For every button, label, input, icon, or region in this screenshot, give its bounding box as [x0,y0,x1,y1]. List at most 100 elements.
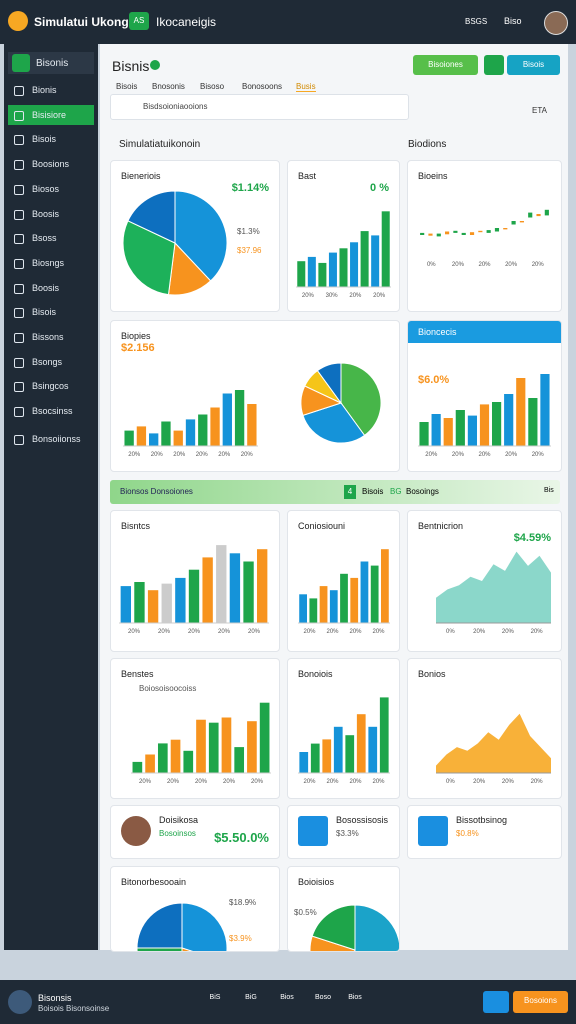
bar [216,545,227,623]
footer-icon[interactable]: Boso [315,994,331,1001]
x-tick-label: 20% [303,779,316,785]
bar [379,697,389,773]
nav-icon [14,184,24,195]
x-tick-label: 20% [167,779,180,785]
footer-icon[interactable]: BiS [209,994,221,1001]
candle [486,230,491,233]
candle [478,230,483,233]
widget-title: Bosossisosis [336,815,389,825]
bar [318,262,327,287]
x-tick-label: 0% [446,629,455,635]
nav-icon [14,110,24,121]
nav-item[interactable]: Boosis [8,204,94,224]
bar [310,743,320,773]
nav-item[interactable]: Bisisiore [8,104,94,125]
nav-item[interactable]: Bsoss [8,228,94,248]
candle [536,214,541,217]
x-tick-label: 20% [326,779,339,785]
candle [445,231,450,235]
tab[interactable]: Bisoso [200,82,225,91]
bar [157,743,168,773]
link[interactable]: BSGS [465,17,488,26]
button[interactable]: Bisoiones [413,55,478,75]
x-tick-label: 20% [349,293,362,299]
action[interactable]: Biso [504,16,522,26]
pie-slice [309,935,356,951]
banner-status: Bisois [362,487,384,496]
nav-item[interactable]: Bionis [8,80,94,100]
nav-item[interactable]: Bisois [8,302,94,322]
nav-item[interactable]: Bonsoiionss [8,429,94,449]
tab[interactable]: Bisois [116,82,138,91]
footer-icon[interactable]: Bios [348,994,362,1001]
bar [210,407,220,446]
bar [528,398,538,446]
nav-item[interactable]: Bsocsinss [8,401,94,421]
section-name: Ikocaneigis [156,15,217,29]
pie-slice [181,902,228,951]
area [436,713,551,773]
avatar[interactable] [544,11,568,35]
bar [431,414,441,446]
x-tick-label: 20% [505,452,518,458]
widget-card: Bitonorbesooain $18.9% $3.9% [110,866,280,952]
widget-title: Doisikosa [159,815,198,825]
candle [428,233,433,236]
widget-title: Bentnicrion [418,521,463,531]
area [436,551,551,623]
widget-chart: Bonios 0% 20% 20% 20% [418,669,551,785]
nav-icon [14,86,24,96]
bar [479,404,490,446]
nav-item[interactable]: Bissons [8,327,94,347]
banner-text: Bionsos Donsoiones [120,487,193,496]
x-tick-label: 20% [248,629,261,635]
footer-icon[interactable]: Bios [280,994,294,1001]
button[interactable]: Bisois [507,55,560,75]
widget-chart: Benstes Boiosoisoocoiss 20% 20% 20% 20% 20% [121,669,271,785]
widget-chart: Bitonorbesooain $18.9% $3.9% [121,877,256,951]
bar [370,565,379,623]
widget-note: $0.5% [294,908,317,917]
nav-item[interactable]: Bisois [8,129,94,149]
x-tick-label: 20% [373,293,386,299]
x-tick-label: 20% [452,452,465,458]
x-tick-label: 20% [128,629,141,635]
widget-title: Bieneriois [121,171,161,181]
bar [208,722,219,773]
nav-item[interactable]: Bsingcos [8,376,94,396]
widget-value: $4.59% [514,532,552,544]
pie-slice [316,362,342,405]
nav-item[interactable]: Boosis [8,278,94,298]
bar [504,394,514,446]
nav-icon [14,308,24,319]
x-tick-label: 20% [128,452,141,458]
icon-button[interactable] [484,55,504,75]
icon-button[interactable] [483,991,509,1013]
widget-title: Bisntcs [121,521,151,531]
tab[interactable]: Bnosonis [152,82,185,91]
widget-chart: Bonoiois 20% 20% 20% 20% [298,669,390,785]
widget-chart: Bissotbsinog $0.8% [418,815,507,846]
nav-item[interactable]: Biosngs [8,253,94,273]
search-bar[interactable]: Bisdsoioniaooions [110,94,409,120]
candle [436,233,441,237]
nav-item[interactable]: Bsongs [8,352,94,372]
bar [356,714,366,773]
nav-icon [14,234,24,245]
widget-card: Bast 0 % 20% 30% 20% 20% [287,160,400,312]
bar [350,577,359,623]
bar [299,752,309,773]
candle [511,221,516,225]
footer-icon[interactable]: BiG [245,994,257,1001]
button[interactable]: Bosoions [513,991,568,1013]
tab[interactable]: Bonosoons [242,82,283,91]
avatar [121,816,151,846]
nav-item[interactable]: Biosos [8,179,94,199]
bar [145,754,155,773]
x-tick-label: 20% [241,452,254,458]
tab[interactable]: Busis [296,82,316,92]
nav-icon [14,135,24,146]
nav-icon [14,382,24,393]
nav-item[interactable]: Boosions [8,154,94,174]
